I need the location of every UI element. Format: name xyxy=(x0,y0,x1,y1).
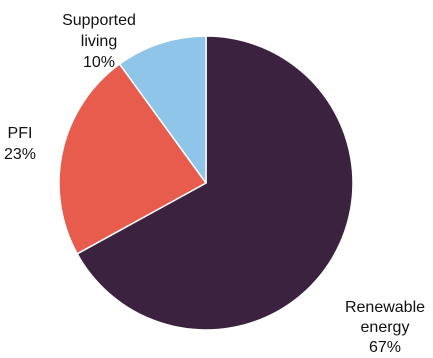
slice-percent-label: 67% xyxy=(369,339,401,356)
slice-label-renewable-energy: Renewable energy 67% xyxy=(345,299,425,356)
slice-label-pfi: PFI 23% xyxy=(4,125,36,163)
slice-label-line: PFI xyxy=(8,125,33,142)
slice-percent-label: 23% xyxy=(4,146,36,163)
slice-label-line: Supported xyxy=(62,12,136,29)
slice-label-line: living xyxy=(81,33,117,50)
slice-label-line: energy xyxy=(361,319,410,336)
pie-slices xyxy=(59,36,353,330)
slice-label-line: Renewable xyxy=(345,299,425,316)
slice-percent-label: 10% xyxy=(83,54,115,71)
